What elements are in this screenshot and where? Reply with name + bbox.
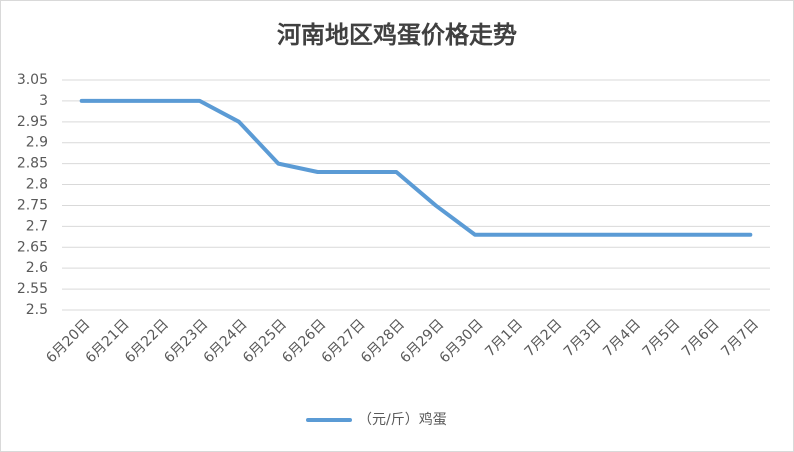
line-series <box>79 98 753 237</box>
y-tick-label: 2.65 <box>17 239 48 255</box>
y-tick-label: 3 <box>39 93 48 109</box>
y-tick-label: 2.8 <box>26 177 48 193</box>
y-tick-label: 2.95 <box>17 114 48 130</box>
y-tick-label: 2.85 <box>17 156 48 172</box>
y-tick-label: 2.75 <box>17 197 48 213</box>
legend-label: （元/斤）鸡蛋 <box>358 411 447 428</box>
chart-title: 河南地区鸡蛋价格走势 <box>277 21 517 49</box>
y-tick-label: 3.05 <box>17 72 48 88</box>
y-tick-label: 2.7 <box>26 218 48 234</box>
y-tick-label: 2.6 <box>26 260 48 276</box>
y-tick-label: 2.5 <box>26 302 48 318</box>
y-tick-label: 2.9 <box>26 135 48 151</box>
y-tick-label: 2.55 <box>17 281 48 297</box>
